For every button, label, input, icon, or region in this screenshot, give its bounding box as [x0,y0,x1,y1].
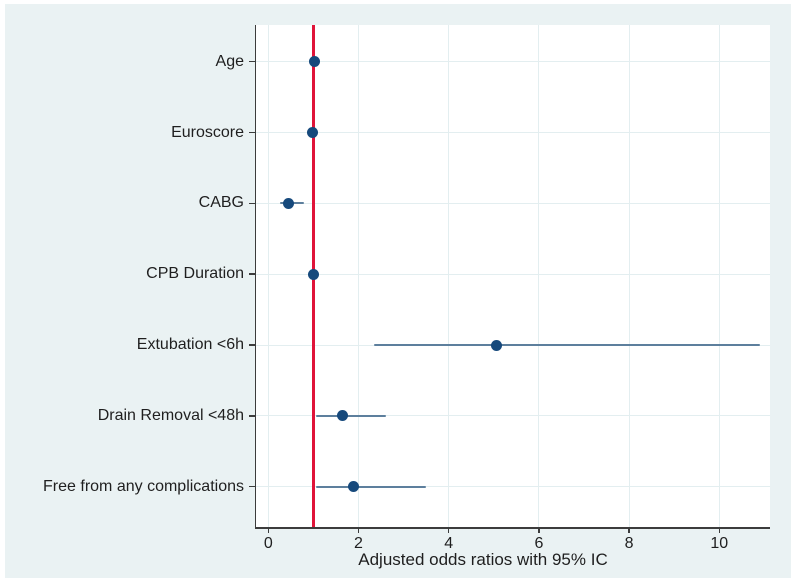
data-point [348,481,360,493]
x-tick-label: 10 [710,535,729,552]
data-point [309,56,321,68]
category-label: CPB Duration [146,265,244,283]
y-gridline [256,132,770,134]
y-gridline [256,415,770,417]
y-gridline [256,61,770,63]
y-gridline [256,486,770,488]
x-axis-line [254,527,770,529]
ci-line [374,344,760,346]
x-tick-mark [267,527,270,533]
x-gridline [538,25,540,527]
y-axis-line [254,25,256,529]
y-tick-mark [249,60,256,63]
category-label: Extubation <6h [136,336,244,354]
y-tick-mark [249,415,256,417]
y-tick-mark [249,344,256,346]
x-gridline [267,25,269,527]
x-tick-label: 4 [444,535,454,552]
data-point [283,197,295,209]
x-gridline [628,25,630,527]
x-tick-mark [538,527,540,533]
data-point [306,127,318,139]
data-point [490,339,502,351]
data-point [307,268,319,280]
x-axis-title: Adjusted odds ratios with 95% IC [358,550,608,569]
data-point [337,410,349,422]
x-tick-mark [447,527,450,533]
y-tick-mark [249,273,256,275]
category-label: Euroscore [171,123,244,141]
y-gridline [256,273,770,275]
x-tick-label: 8 [624,535,634,552]
category-label: CABG [198,194,244,212]
y-gridline [256,202,770,204]
x-gridline [448,25,450,527]
x-gridline [358,25,359,527]
y-tick-mark [249,202,256,205]
category-label: Age [215,52,244,70]
x-tick-mark [628,527,630,533]
x-tick-mark [718,527,721,533]
x-tick-label: 2 [354,535,363,552]
x-tick-mark [357,527,360,533]
category-label: Free from any complications [43,477,244,495]
x-gridline [718,25,720,527]
y-tick-mark [249,131,256,134]
ci-line [315,414,386,417]
x-tick-label: 0 [263,535,273,552]
x-tick-label: 6 [534,535,544,552]
ci-line [315,485,427,488]
y-tick-mark [249,485,256,488]
category-label: Drain Removal <48h [97,406,244,424]
plot-area [256,25,770,527]
